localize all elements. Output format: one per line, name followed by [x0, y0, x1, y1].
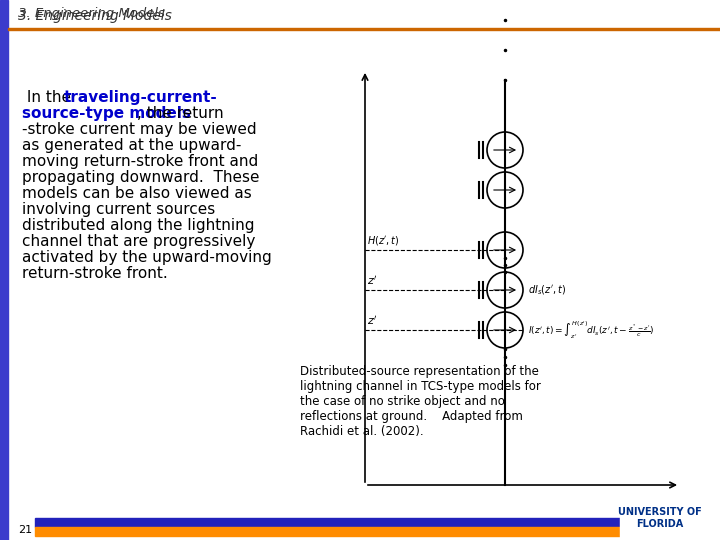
Text: as generated at the upward-: as generated at the upward-: [22, 138, 241, 153]
Text: $dI_s(z',t)$: $dI_s(z',t)$: [528, 283, 566, 297]
Text: 21: 21: [18, 525, 32, 535]
Bar: [35, 518, 625, 527]
Text: propagating downward.  These: propagating downward. These: [22, 170, 259, 185]
Text: $z'$: $z'$: [367, 274, 377, 287]
Text: distributed along the lightning: distributed along the lightning: [22, 218, 254, 233]
Text: 3. Engineering Models: 3. Engineering Models: [18, 9, 172, 23]
Text: , the return: , the return: [137, 106, 224, 121]
Text: channel that are progressively: channel that are progressively: [22, 234, 256, 249]
Bar: [8, 28, 720, 30]
Bar: [0, 0, 8, 540]
Text: source-type models: source-type models: [22, 106, 191, 121]
Bar: [35, 527, 625, 536]
Text: $I(z',t) = \int_{z'}^{H(z')} dI_s(z', t - \frac{z^* - z'}{c})$: $I(z',t) = \int_{z'}^{H(z')} dI_s(z', t …: [528, 319, 654, 341]
Text: models can be also viewed as: models can be also viewed as: [22, 186, 252, 201]
Text: traveling-current-: traveling-current-: [64, 90, 217, 105]
Bar: [8, 0, 720, 28]
Text: Distributed-source representation of the
lightning channel in TCS-type models fo: Distributed-source representation of the…: [300, 365, 541, 438]
Text: involving current sources: involving current sources: [22, 202, 215, 217]
Bar: [620, 500, 720, 540]
Text: activated by the upward-moving: activated by the upward-moving: [22, 250, 271, 265]
Text: -stroke current may be viewed: -stroke current may be viewed: [22, 122, 256, 137]
Text: moving return-stroke front and: moving return-stroke front and: [22, 154, 258, 169]
Text: $H(z',t)$: $H(z',t)$: [367, 234, 400, 247]
Text: return-stroke front.: return-stroke front.: [22, 266, 168, 281]
Text: 3. Engineering Models: 3. Engineering Models: [18, 8, 165, 21]
Text: $z'$: $z'$: [367, 314, 377, 327]
Text: In the: In the: [22, 90, 76, 105]
Text: UNIVERSITY OF
FLORIDA: UNIVERSITY OF FLORIDA: [618, 507, 702, 529]
